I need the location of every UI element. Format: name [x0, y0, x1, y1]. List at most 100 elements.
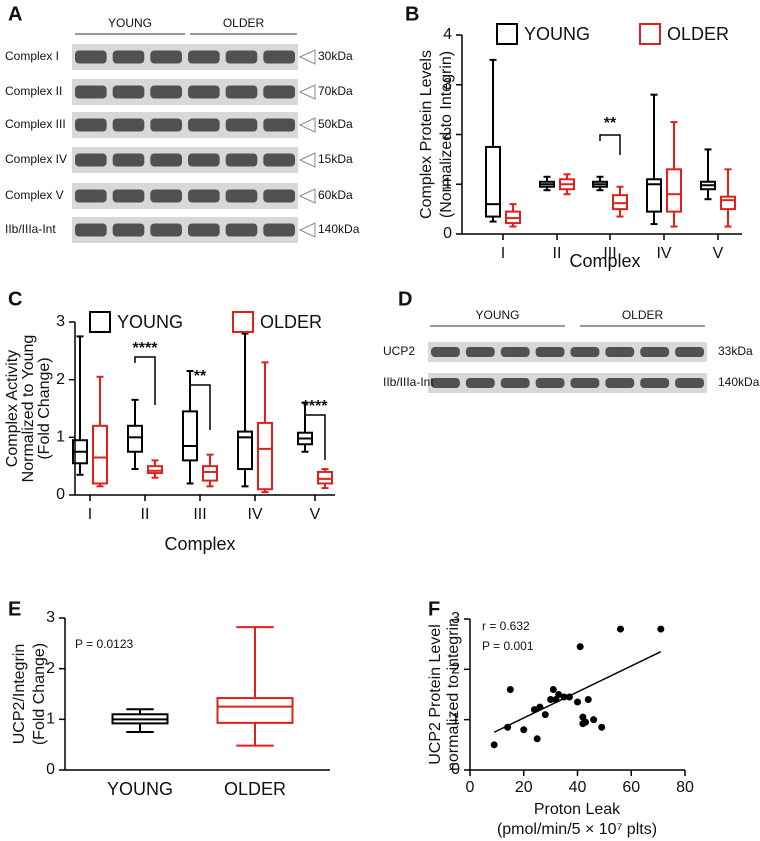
annotation: P = 0.001: [482, 639, 534, 653]
blot-band: [263, 223, 295, 237]
x-tick-label: 20: [515, 779, 533, 796]
blot-band: [188, 118, 220, 132]
blot-band: [225, 118, 258, 132]
box: [666, 168, 682, 213]
box: [485, 145, 501, 218]
blot-band: [225, 153, 258, 167]
x-tick-label: III: [603, 245, 616, 262]
point: [560, 693, 568, 701]
size-label: 70kDa: [318, 84, 353, 98]
x-tick-label: I: [88, 506, 92, 523]
blot-band: [75, 223, 107, 237]
y-tick-label: 3: [443, 76, 452, 93]
point: [617, 625, 624, 633]
blot-band: [188, 153, 220, 167]
point: [547, 696, 555, 704]
box: [216, 697, 294, 724]
x-tick-label: V: [310, 506, 321, 523]
x-tick-label: I: [501, 245, 505, 262]
blot-band: [570, 378, 600, 388]
y-tick-label: 2: [451, 661, 460, 678]
blot-band: [675, 378, 704, 388]
box: [202, 465, 218, 482]
x-tick-label: II: [553, 245, 562, 262]
blot-band: [112, 153, 145, 167]
y-axis-label: (Normalized to Integrin): [438, 51, 455, 218]
box: [92, 424, 108, 485]
box: [720, 195, 736, 211]
annotation: r = 0.632: [482, 619, 530, 633]
point: [549, 685, 557, 693]
box: [317, 470, 333, 485]
blot-band: [188, 50, 220, 64]
blot-band: [263, 189, 295, 203]
blot-band: [75, 50, 107, 64]
y-tick-label: 3: [56, 313, 65, 330]
row-label: UCP2: [383, 344, 415, 358]
row-label: Complex IV: [5, 152, 67, 166]
row-label: Complex I: [5, 49, 59, 63]
blot-band: [150, 189, 182, 203]
box: [257, 421, 273, 491]
point: [584, 696, 592, 704]
blot-band: [188, 189, 220, 203]
point: [565, 693, 573, 701]
significance-bracket: [134, 356, 156, 405]
blot-band: [112, 118, 145, 132]
x-tick-label: OLDER: [224, 779, 286, 799]
panel-letter: B: [405, 3, 419, 25]
point: [598, 723, 606, 731]
group-label: YOUNG: [475, 308, 519, 322]
blot-band: [500, 378, 530, 388]
blot-band: [75, 118, 107, 132]
blot-strip: [428, 373, 707, 393]
annotation: P = 0.0123: [75, 637, 133, 651]
blot-band: [112, 50, 145, 64]
panel-letter: E: [8, 598, 21, 620]
x-tick-label: 40: [569, 779, 587, 796]
blot-band: [431, 347, 460, 357]
legend-label: OLDER: [260, 312, 322, 332]
size-label: 140kDa: [718, 375, 760, 389]
marker-arrow: [298, 49, 316, 65]
y-axis-label: (Fold Change): [31, 643, 48, 745]
y-tick-label: 4: [443, 26, 452, 43]
blot-band: [188, 223, 220, 237]
box: [237, 430, 253, 471]
blot-band: [112, 189, 145, 203]
blot-strip: [72, 183, 298, 209]
row-label: Complex V: [5, 188, 64, 202]
blot-band: [605, 347, 635, 357]
y-tick-label: 1: [451, 711, 460, 728]
row-label: IIb/IIIa-Int: [383, 375, 434, 389]
marker-arrow: [298, 117, 316, 133]
blot-band: [431, 378, 460, 388]
point: [576, 643, 584, 651]
legend-swatch: [89, 311, 111, 333]
annotation: **: [604, 115, 617, 132]
blot-band: [188, 85, 220, 99]
x-tick-label: 0: [466, 779, 475, 796]
point: [657, 625, 665, 633]
blot-band: [675, 347, 704, 357]
blot-band: [225, 223, 258, 237]
x-tick-label: IV: [656, 245, 671, 262]
point: [582, 718, 590, 726]
x-tick-label: 60: [622, 779, 640, 796]
legend-label: YOUNG: [524, 24, 590, 44]
y-tick-label: 0: [443, 225, 452, 242]
panel-letter: D: [398, 288, 412, 310]
point: [531, 706, 538, 714]
blot-band: [570, 347, 600, 357]
box: [127, 424, 143, 453]
marker-arrow: [298, 222, 316, 238]
blot-band: [263, 118, 295, 132]
x-tick-label: V: [713, 245, 724, 262]
y-tick-label: 1: [56, 429, 65, 446]
panel-letter: C: [8, 288, 22, 310]
y-tick-label: 3: [451, 610, 460, 627]
annotation: **: [194, 368, 207, 385]
blot-band: [605, 378, 635, 388]
blot-band: [150, 85, 182, 99]
group-label: YOUNG: [108, 16, 152, 30]
